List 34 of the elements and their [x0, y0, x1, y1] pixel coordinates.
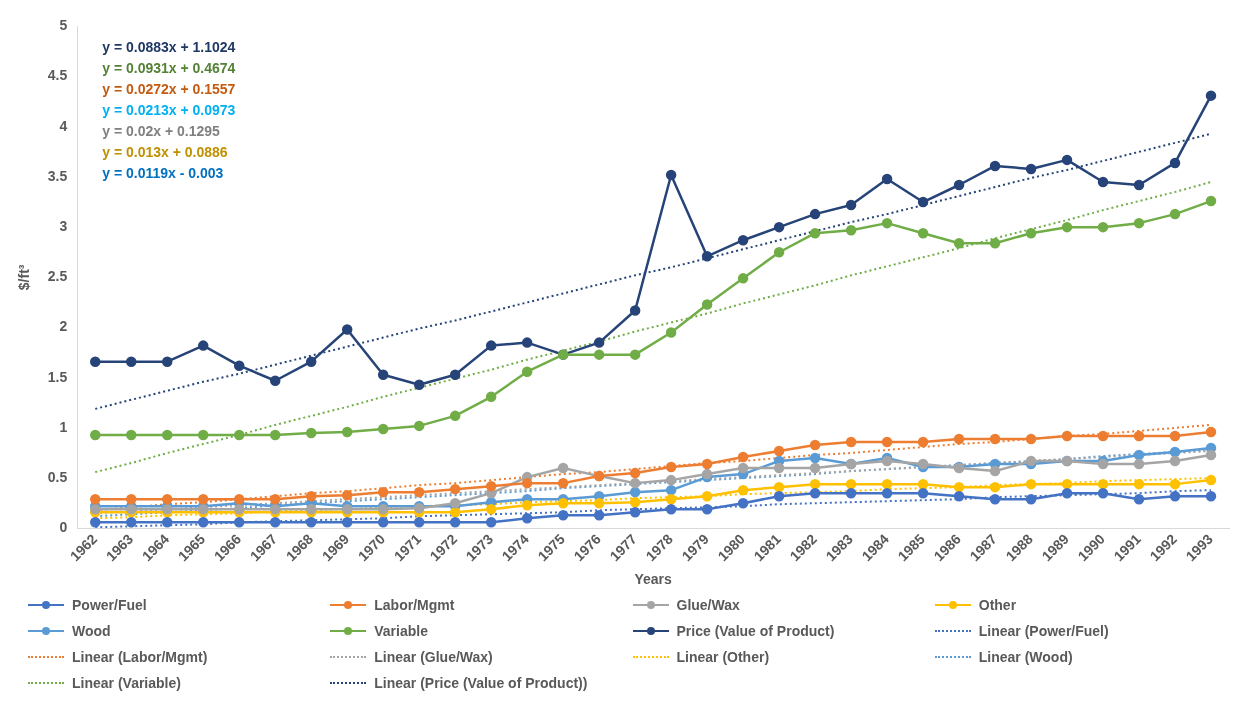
legend-label: Linear (Variable): [72, 675, 181, 691]
legend-label: Linear (Labor/Mgmt): [72, 649, 208, 665]
legend-label: Linear (Power/Fuel): [978, 623, 1109, 639]
x-axis-title: Years: [634, 571, 673, 588]
y-tick-label: 0.5: [47, 468, 68, 485]
y-tick-label: 1: [59, 418, 68, 435]
y-tick-label: 4: [59, 117, 68, 134]
legend-label: Labor/Mgmt: [374, 597, 455, 613]
annotation: y = 0.0931x + 0.4674: [102, 60, 236, 77]
legend-label: Power/Fuel: [72, 597, 147, 613]
legend-label: Linear (Price (Value of Product)): [374, 675, 588, 691]
y-tick-label: 2: [59, 318, 68, 335]
legend-label: Linear (Other): [676, 649, 770, 665]
legend-label: Linear (Wood): [978, 649, 1073, 665]
y-tick-label: 3: [59, 218, 68, 235]
y-tick-label: 4.5: [47, 67, 68, 84]
y-tick-label: 3.5: [47, 167, 68, 184]
legend-label: Linear (Glue/Wax): [374, 649, 493, 665]
y-tick-label: 5: [59, 17, 68, 34]
y-tick-label: 0: [59, 519, 68, 536]
legend-label: Wood: [72, 623, 111, 639]
annotation: y = 0.0119x - 0.003: [102, 165, 224, 182]
legend-label: Other: [978, 597, 1017, 613]
y-tick-label: 2.5: [47, 268, 68, 285]
legend-label: Variable: [374, 623, 428, 639]
annotation: y = 0.013x + 0.0886: [102, 144, 228, 161]
y-tick-label: 1.5: [47, 368, 68, 385]
annotation: y = 0.0272x + 0.1557: [102, 81, 236, 98]
annotation: y = 0.0213x + 0.0973: [102, 102, 236, 119]
annotation: y = 0.02x + 0.1295: [102, 123, 221, 140]
annotation: y = 0.0883x + 1.1024: [102, 39, 236, 56]
legend-label: Glue/Wax: [676, 597, 740, 613]
y-axis-title: $/ft³: [16, 264, 33, 291]
legend-label: Price (Value of Product): [676, 623, 835, 639]
